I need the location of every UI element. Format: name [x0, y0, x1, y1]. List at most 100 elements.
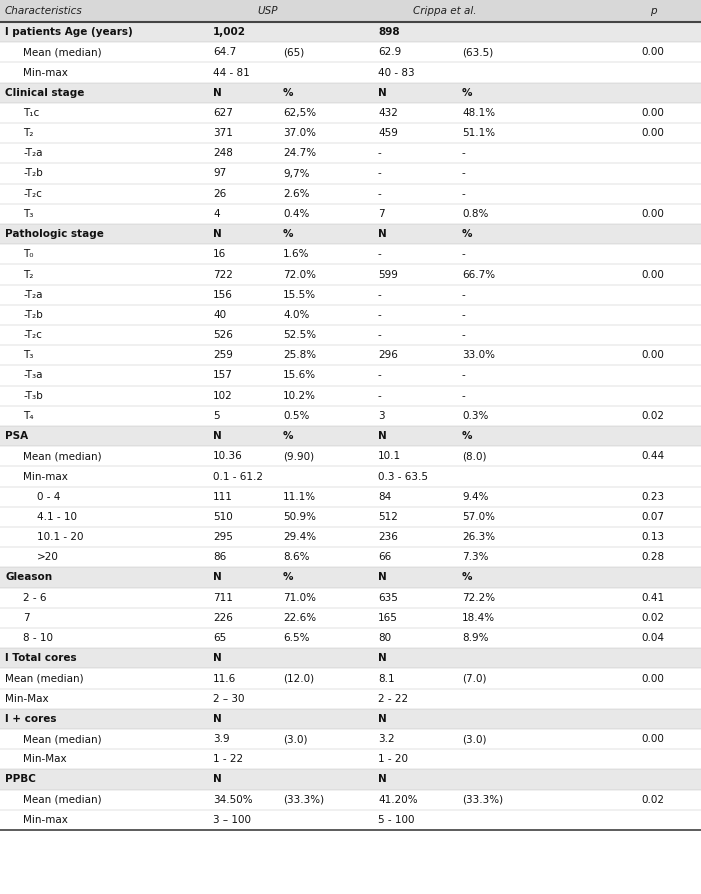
Text: Pathologic stage: Pathologic stage	[5, 229, 104, 239]
Text: -: -	[378, 168, 382, 179]
Text: Min-Max: Min-Max	[5, 694, 48, 704]
Text: 248: 248	[213, 148, 233, 158]
Text: (8.0): (8.0)	[462, 451, 486, 461]
Text: 15.6%: 15.6%	[283, 370, 316, 381]
Text: 295: 295	[213, 532, 233, 542]
Text: 26.3%: 26.3%	[462, 532, 495, 542]
Text: 8 - 10: 8 - 10	[23, 633, 53, 643]
Text: 22.6%: 22.6%	[283, 613, 316, 623]
Text: 0.23: 0.23	[641, 492, 665, 502]
Text: 0.28: 0.28	[641, 552, 665, 562]
Text: USP: USP	[258, 6, 278, 16]
Text: 40 - 83: 40 - 83	[378, 68, 414, 78]
Text: 4.1 - 10: 4.1 - 10	[37, 512, 77, 522]
Text: -T₃b: -T₃b	[23, 391, 43, 401]
Text: 259: 259	[213, 350, 233, 360]
Text: 2 - 6: 2 - 6	[23, 593, 46, 603]
Text: l patients Age (years): l patients Age (years)	[5, 27, 132, 37]
Text: l + cores: l + cores	[5, 714, 57, 724]
Text: 80: 80	[378, 633, 391, 643]
Text: 1.6%: 1.6%	[283, 249, 310, 259]
Text: 236: 236	[378, 532, 398, 542]
Text: 711: 711	[213, 593, 233, 603]
Text: -: -	[462, 148, 465, 158]
Text: T₀: T₀	[23, 249, 34, 259]
Text: (3.0): (3.0)	[283, 734, 308, 744]
Text: 0.02: 0.02	[641, 795, 665, 805]
Text: (63.5): (63.5)	[462, 47, 494, 57]
Text: -: -	[462, 330, 465, 340]
Text: -T₂c: -T₂c	[23, 189, 42, 198]
Text: Characteristics: Characteristics	[5, 6, 83, 16]
Text: N: N	[378, 572, 387, 583]
Text: Crippa et al.: Crippa et al.	[414, 6, 477, 16]
Bar	[0, 224, 701, 244]
Text: N: N	[213, 654, 222, 663]
Text: 8.9%: 8.9%	[462, 633, 489, 643]
Text: 2.6%: 2.6%	[283, 189, 310, 198]
Text: -: -	[462, 189, 465, 198]
Text: 1 - 22: 1 - 22	[213, 755, 243, 764]
Text: 0.4%: 0.4%	[283, 209, 309, 219]
Text: 627: 627	[213, 108, 233, 118]
Text: 40: 40	[213, 310, 226, 320]
Text: Gleason: Gleason	[5, 572, 52, 583]
Text: 6.5%: 6.5%	[283, 633, 310, 643]
Text: N: N	[378, 774, 387, 785]
Text: 0.44: 0.44	[641, 451, 665, 461]
Text: -: -	[462, 168, 465, 179]
Text: 0.1 - 61.2: 0.1 - 61.2	[213, 471, 263, 482]
Text: PSA: PSA	[5, 431, 28, 441]
Text: 0.00: 0.00	[641, 269, 665, 280]
Text: 512: 512	[378, 512, 398, 522]
Text: 29.4%: 29.4%	[283, 532, 316, 542]
Text: Mean (median): Mean (median)	[5, 673, 83, 684]
Text: (65): (65)	[283, 47, 304, 57]
Text: 8.6%: 8.6%	[283, 552, 310, 562]
Text: 0.00: 0.00	[641, 209, 665, 219]
Text: 165: 165	[378, 613, 398, 623]
Text: %: %	[283, 431, 294, 441]
Text: 7.3%: 7.3%	[462, 552, 489, 562]
Text: 2 - 22: 2 - 22	[378, 694, 408, 704]
Text: 3: 3	[378, 411, 385, 421]
Text: 5 - 100: 5 - 100	[378, 815, 414, 825]
Text: (7.0): (7.0)	[462, 673, 486, 684]
Text: 5: 5	[213, 411, 219, 421]
Text: Min-max: Min-max	[23, 815, 68, 825]
Bar	[0, 770, 701, 789]
Bar	[0, 82, 701, 103]
Text: N: N	[213, 714, 222, 724]
Text: 526: 526	[213, 330, 233, 340]
Text: 8.1: 8.1	[378, 673, 395, 684]
Text: -: -	[378, 310, 382, 320]
Text: 4: 4	[213, 209, 219, 219]
Text: (33.3%): (33.3%)	[283, 795, 324, 805]
Text: -: -	[378, 148, 382, 158]
Text: 48.1%: 48.1%	[462, 108, 495, 118]
Text: 1,002: 1,002	[213, 27, 246, 37]
Text: 3 – 100: 3 – 100	[213, 815, 251, 825]
Text: Min-max: Min-max	[23, 471, 68, 482]
Text: -: -	[462, 391, 465, 401]
Text: N: N	[378, 714, 387, 724]
Text: %: %	[283, 572, 294, 583]
Text: -: -	[378, 189, 382, 198]
Text: Mean (median): Mean (median)	[23, 734, 102, 744]
Text: -: -	[378, 290, 382, 299]
Bar	[0, 568, 701, 587]
Text: 9,7%: 9,7%	[283, 168, 310, 179]
Text: 0.5%: 0.5%	[283, 411, 309, 421]
Text: %: %	[462, 431, 472, 441]
Text: 459: 459	[378, 128, 398, 138]
Text: 2 – 30: 2 – 30	[213, 694, 245, 704]
Text: 9.4%: 9.4%	[462, 492, 489, 502]
Text: -: -	[378, 391, 382, 401]
Text: l Total cores: l Total cores	[5, 654, 76, 663]
Text: 7: 7	[378, 209, 385, 219]
Text: 10.1: 10.1	[378, 451, 401, 461]
Text: 10.36: 10.36	[213, 451, 243, 461]
Text: 52.5%: 52.5%	[283, 330, 316, 340]
Text: 0.00: 0.00	[641, 350, 665, 360]
Text: T₂: T₂	[23, 269, 34, 280]
